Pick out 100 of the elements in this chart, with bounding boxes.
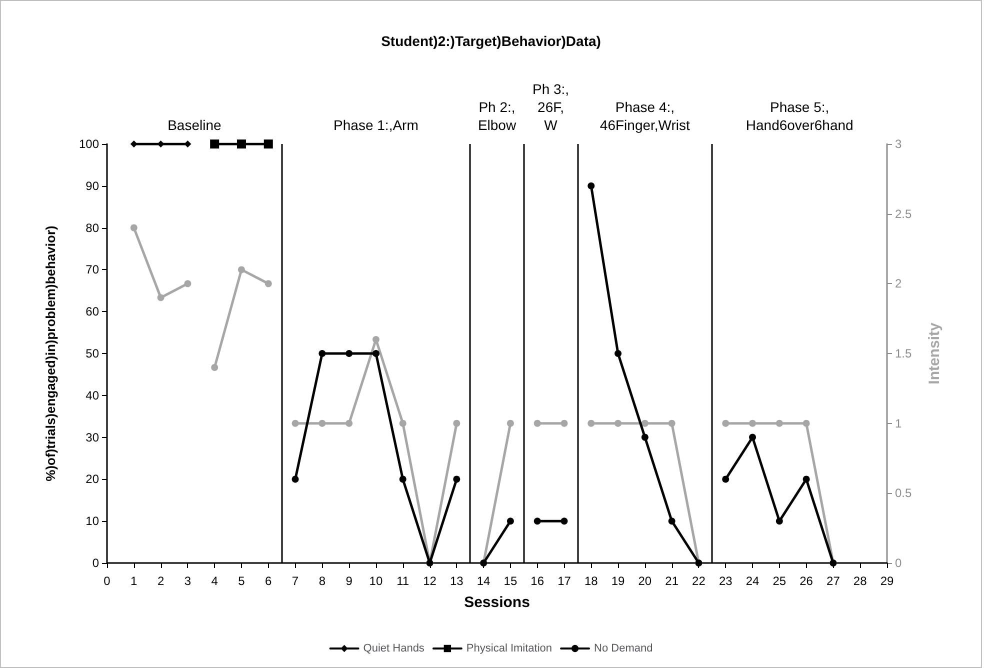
point bbox=[236, 140, 246, 148]
x-tick-label: 13 bbox=[450, 574, 464, 588]
point bbox=[264, 140, 273, 148]
point bbox=[534, 420, 541, 427]
point bbox=[506, 420, 514, 427]
point bbox=[668, 518, 676, 525]
x-tick-label: 23 bbox=[718, 574, 733, 588]
point bbox=[776, 518, 783, 525]
point bbox=[506, 518, 514, 525]
x-tick-label: 16 bbox=[530, 574, 544, 588]
x-tick-label: 25 bbox=[772, 574, 786, 588]
point bbox=[641, 434, 648, 441]
text: Phase 1:,Arm bbox=[334, 117, 418, 133]
point bbox=[211, 364, 218, 371]
y-tick-label: 30 bbox=[86, 430, 100, 444]
y-tick-label: 10 bbox=[86, 514, 100, 528]
point bbox=[802, 420, 810, 427]
point bbox=[453, 420, 460, 427]
point bbox=[614, 350, 622, 357]
y-tick-label: 40 bbox=[86, 388, 100, 402]
point bbox=[641, 420, 648, 427]
point bbox=[534, 518, 541, 525]
y2-tick-label: 1.5 bbox=[895, 346, 912, 360]
y-tick-label: 0 bbox=[92, 556, 100, 570]
point bbox=[346, 420, 353, 427]
point bbox=[722, 476, 730, 483]
y-tick-label: 20 bbox=[86, 472, 100, 486]
x-tick-label: 11 bbox=[396, 574, 410, 588]
point bbox=[776, 420, 783, 427]
point bbox=[668, 420, 676, 427]
x-tick-label: 17 bbox=[558, 574, 572, 588]
x-tick-label: 24 bbox=[746, 574, 760, 588]
x-axis-title: Sessions bbox=[464, 594, 530, 611]
point bbox=[318, 350, 326, 357]
text: Baseline bbox=[168, 117, 222, 133]
point bbox=[292, 420, 299, 427]
text: Phase 4:, 46Finger,Wrist bbox=[600, 99, 690, 133]
x-tick-label: 26 bbox=[800, 574, 814, 588]
x-tick-label: 2 bbox=[157, 574, 164, 588]
point bbox=[588, 420, 595, 427]
point bbox=[614, 420, 622, 427]
y2-tick-label: 1 bbox=[895, 416, 902, 430]
x-tick-label: 21 bbox=[665, 574, 679, 588]
point bbox=[588, 182, 595, 190]
y-tick-label: 60 bbox=[86, 304, 100, 319]
x-tick-label: 20 bbox=[638, 574, 652, 588]
point bbox=[130, 140, 138, 148]
x-tick-label: 15 bbox=[504, 574, 518, 588]
point bbox=[184, 140, 192, 148]
point bbox=[184, 280, 192, 288]
point bbox=[560, 518, 568, 525]
legend-label: Quiet Hands bbox=[363, 642, 425, 654]
y-tick-label: 100 bbox=[78, 137, 100, 151]
x-tick-label: 18 bbox=[584, 574, 598, 588]
x-tick-label: 14 bbox=[476, 574, 491, 588]
x-tick-label: 29 bbox=[880, 574, 894, 588]
x-tick-label: 9 bbox=[346, 574, 353, 588]
y-tick-label: 70 bbox=[86, 262, 100, 277]
x-tick-label: 1 bbox=[130, 574, 138, 588]
y-axis-title: %)of)trials)engaged)in)problem)behavior) bbox=[43, 226, 58, 482]
x-tick-label: 22 bbox=[692, 574, 706, 588]
x-tick-label: 12 bbox=[423, 574, 437, 588]
text: Ph 3:, 26F, W bbox=[532, 81, 570, 133]
x-tick-label: 10 bbox=[369, 574, 383, 588]
point bbox=[399, 476, 406, 483]
x-tick-label: 8 bbox=[318, 574, 326, 588]
x-tick-label: 19 bbox=[611, 574, 626, 588]
point bbox=[372, 350, 380, 357]
point bbox=[157, 294, 164, 302]
y2-tick-label: 0 bbox=[895, 556, 902, 570]
x-tick-label: 4 bbox=[211, 574, 218, 588]
point bbox=[210, 140, 220, 148]
x-tick-label: 7 bbox=[292, 574, 299, 588]
text: Phase 5:, Hand6over6hand bbox=[746, 99, 854, 133]
point bbox=[292, 476, 299, 483]
point bbox=[802, 476, 810, 483]
point bbox=[372, 336, 380, 344]
y2-tick-label: 0.5 bbox=[895, 486, 912, 500]
y-tick-label: 80 bbox=[86, 220, 100, 235]
chart-title: Student)2:)Target)Behavior)Data) bbox=[381, 33, 601, 49]
point bbox=[238, 266, 245, 274]
point bbox=[346, 350, 353, 357]
point bbox=[453, 476, 460, 483]
x-tick-label: 5 bbox=[238, 574, 246, 588]
y-tick-label: 50 bbox=[86, 346, 100, 360]
point bbox=[318, 420, 326, 427]
x-tick-label: 3 bbox=[184, 574, 192, 588]
x-tick-label: 27 bbox=[826, 574, 840, 588]
point bbox=[157, 140, 164, 148]
point bbox=[130, 224, 138, 232]
point bbox=[749, 420, 756, 427]
legend-label: Physical Imitation bbox=[466, 642, 552, 654]
y2-tick-label: 3 bbox=[895, 137, 902, 151]
y2-tick-label: 2 bbox=[895, 276, 902, 291]
x-tick-label: 28 bbox=[853, 574, 868, 588]
y2-tick-label: 2.5 bbox=[895, 206, 912, 221]
point bbox=[399, 420, 406, 427]
legend-label: No Demand bbox=[594, 642, 653, 654]
point bbox=[749, 434, 756, 441]
point bbox=[722, 420, 730, 427]
